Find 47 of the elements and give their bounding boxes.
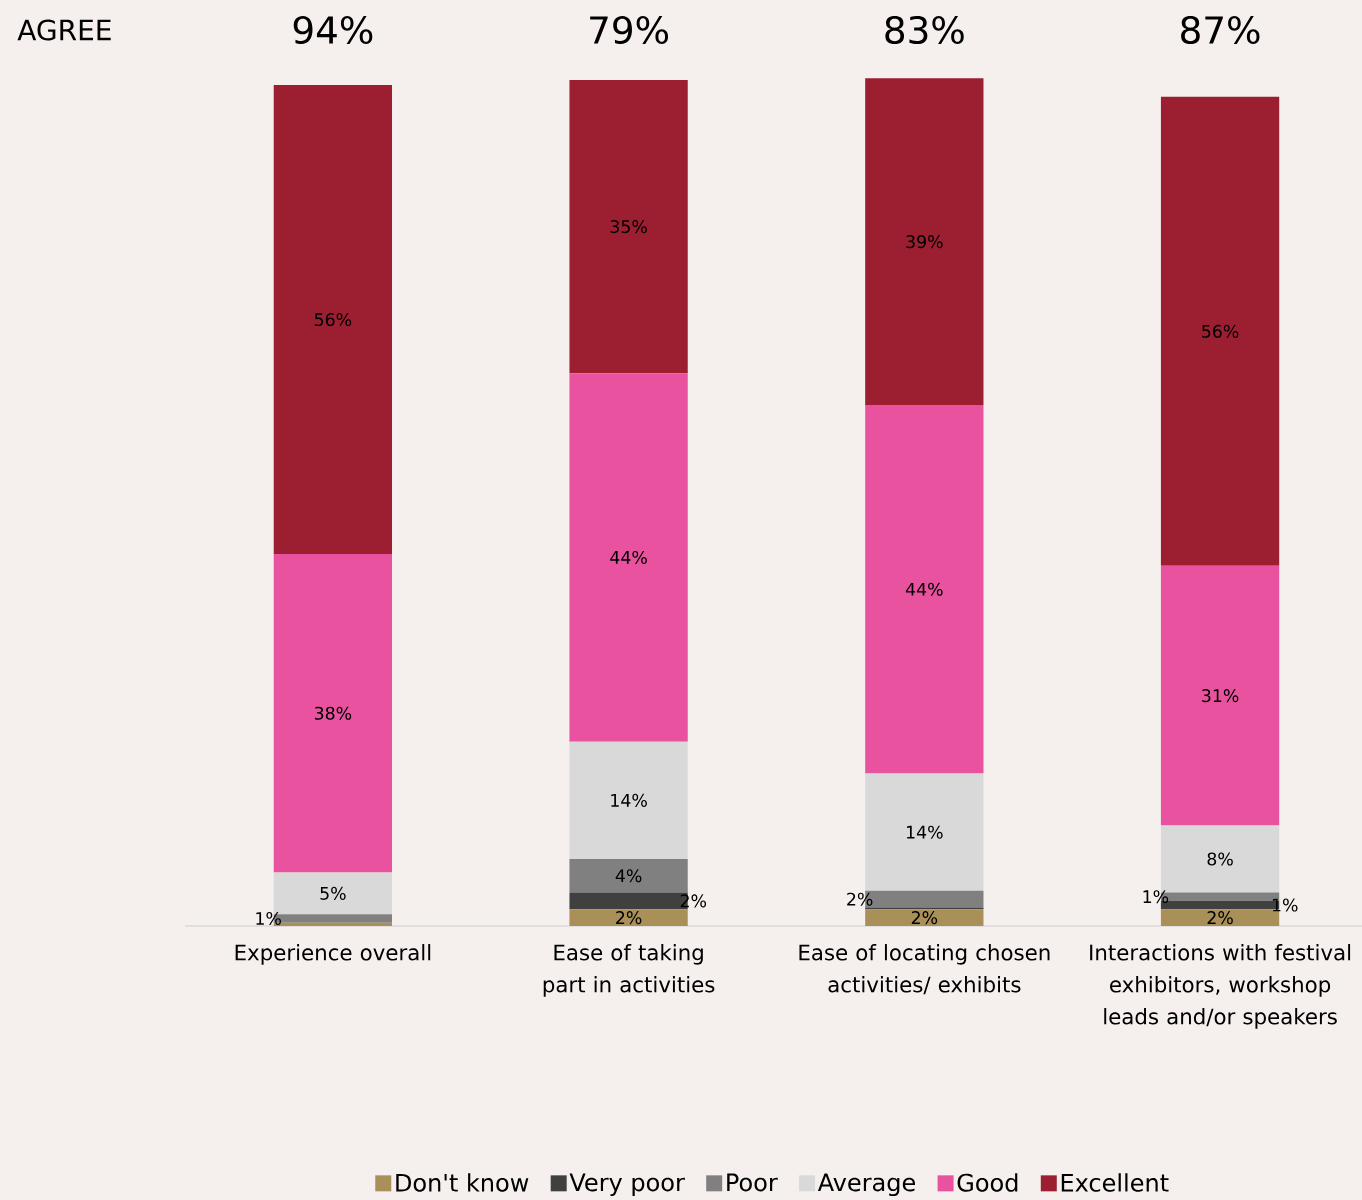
legend-label: Very poor — [569, 1173, 685, 1197]
x-tick-label: Interactions with festival exhibitors, workshop leads and/or speakers — [1090, 944, 1351, 1029]
bar — [865, 404, 984, 774]
bar — [569, 858, 688, 893]
text: 87% — [1181, 15, 1260, 45]
text: 83% — [885, 15, 964, 45]
legend-label: Average — [817, 1173, 915, 1197]
data-label: 44% — [905, 582, 943, 596]
bar — [1160, 565, 1280, 826]
text: 79% — [590, 15, 669, 45]
legend-label: Don't know — [396, 1173, 529, 1192]
bar — [1160, 96, 1280, 566]
data-label: 2% — [616, 911, 642, 925]
text: AGREE — [17, 19, 111, 41]
data-label: 31% — [1202, 689, 1239, 703]
data-label: 8% — [1207, 852, 1233, 866]
data-label: 35% — [610, 220, 647, 234]
legend-label: Poor — [727, 1173, 778, 1192]
bar — [865, 909, 984, 926]
data-label: 2% — [1207, 911, 1233, 925]
data-label: 14% — [611, 793, 647, 807]
bar — [569, 741, 688, 859]
data-label: 14% — [906, 825, 943, 839]
x-tick-label: Ease of taking part in activities — [543, 944, 715, 997]
data-label: 5% — [320, 886, 346, 900]
bar — [569, 79, 688, 374]
data-label: 44% — [610, 550, 647, 564]
bar — [273, 85, 393, 555]
x-tick-label: Ease of locating chosen activities/ exhibits — [799, 944, 1050, 995]
legend-label: Excellent — [1061, 1173, 1169, 1192]
data-label: 38% — [314, 706, 352, 720]
data-label: 1% — [256, 911, 281, 926]
data-label: 1% — [1143, 890, 1169, 904]
data-label: 56% — [314, 313, 352, 327]
bar — [569, 373, 688, 742]
data-label: 4% — [615, 869, 642, 883]
data-label: 39% — [906, 235, 943, 249]
bar — [865, 78, 984, 405]
x-tick-label: Experience overall — [235, 944, 431, 965]
bar — [569, 909, 688, 926]
data-label: 2% — [847, 892, 873, 906]
legend-label: Good — [957, 1173, 1018, 1192]
data-label: 2% — [911, 911, 938, 925]
bar — [273, 554, 393, 873]
data-label: 56% — [1202, 324, 1239, 338]
text: 94% — [293, 15, 373, 45]
bar — [865, 773, 984, 891]
